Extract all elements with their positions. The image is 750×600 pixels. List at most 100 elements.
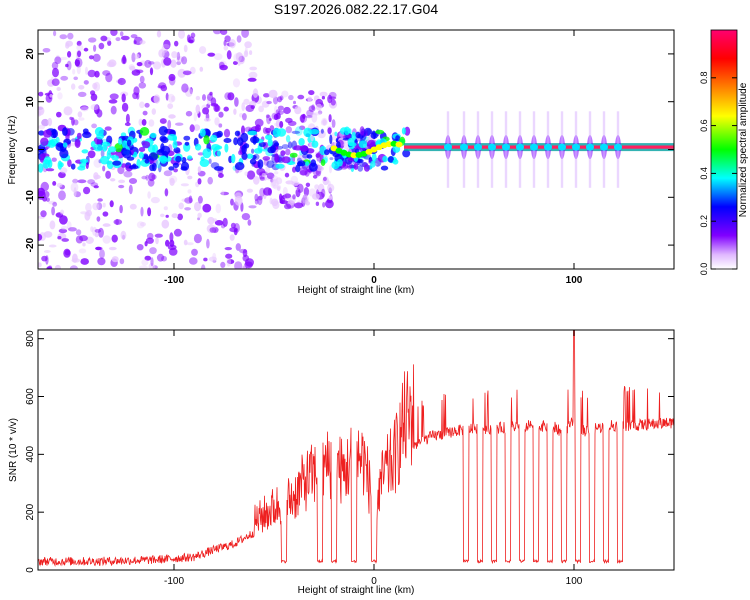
spectrogram-x-label: Height of straight line (km): [298, 285, 415, 296]
spectrogram-blob: [88, 37, 97, 43]
spectrogram-core-blob: [118, 138, 123, 145]
spectrogram-blob: [315, 201, 320, 206]
spectrogram-blob: [178, 202, 184, 210]
x-tick-label: 0: [371, 275, 377, 286]
spectrogram-blob: [115, 37, 121, 42]
y-tick-label: -20: [25, 237, 36, 252]
spectrogram-core-blob: [70, 163, 76, 170]
spectrogram-core-blob: [280, 150, 286, 156]
burst-core: [572, 143, 580, 151]
spectrogram-core-blob: [102, 144, 108, 152]
spectrogram-blob: [59, 34, 68, 40]
spectrogram-blob: [233, 108, 237, 115]
spectrogram-blob: [90, 93, 98, 102]
burst-core: [460, 143, 468, 151]
spectrogram-core-blob: [253, 148, 263, 154]
snr-panel: -100 0 100 0 200 400 600 800 Height of straigh…: [8, 329, 675, 596]
spectrogram-blob: [83, 80, 89, 85]
spectrogram-core-blob: [297, 161, 303, 167]
spectrogram-blob: [105, 72, 113, 83]
spectrogram-blob: [136, 244, 144, 251]
spectrogram-blob: [241, 213, 251, 221]
spectrogram-core-blob: [247, 130, 258, 136]
spectrogram-core-blob: [357, 158, 364, 164]
spectrogram-blob: [48, 200, 57, 205]
spectrogram-core-blob: [100, 155, 110, 165]
spectrogram-blob: [182, 70, 192, 76]
spectrogram-blob: [120, 230, 127, 240]
spectrogram-blob: [277, 105, 284, 111]
spectrogram-core-blob: [216, 130, 223, 138]
spectrogram-core-blob: [289, 152, 298, 158]
spectrogram-blob: [277, 110, 284, 115]
spectrogram-core-blob: [142, 141, 151, 149]
spectrogram-blob: [98, 227, 104, 238]
spectrogram-blob: [285, 126, 292, 134]
spectrogram-blob: [202, 203, 212, 213]
y-tick-label: 20: [25, 48, 36, 60]
spectrogram-blob: [273, 184, 282, 190]
spectrogram-blob: [293, 100, 296, 105]
spectrogram-blob: [124, 122, 131, 127]
spectrogram-core-blob: [298, 138, 305, 146]
spectrogram-blob: [281, 90, 289, 98]
spectrogram-core-blob: [180, 161, 190, 171]
spectrogram-blob: [90, 182, 99, 187]
spectrogram-blob: [78, 117, 85, 121]
spectrogram-core-blob: [168, 166, 175, 171]
spectrogram-core-blob: [311, 140, 319, 148]
spectrogram-blob: [67, 159, 72, 168]
spectrogram-blob: [359, 126, 365, 136]
spectrogram-blob: [49, 220, 56, 230]
spectrogram-core-blob: [111, 155, 119, 161]
spectrogram-core-blob: [158, 126, 168, 136]
spectrogram-blob: [42, 48, 51, 53]
spectrogram-blob: [234, 195, 243, 206]
x-tick-label: 100: [566, 576, 583, 587]
spectrogram-core-blob: [331, 161, 340, 170]
spectrogram-blob: [187, 175, 193, 180]
spectrogram-core-blob: [175, 155, 182, 163]
spectrogram-blob: [170, 59, 177, 68]
spectrogram-blob: [40, 210, 47, 218]
spectrogram-core-blob: [348, 142, 357, 147]
spectrogram-core-blob: [151, 162, 157, 172]
spectrogram-blob: [197, 166, 201, 173]
spectrogram-blob: [266, 172, 275, 180]
spectrogram-blob: [294, 106, 302, 115]
spectrogram-core-blob: [55, 142, 64, 152]
spectrogram-blob: [249, 66, 258, 71]
spectrogram-core-blob: [62, 127, 68, 136]
spectrogram-blob: [129, 65, 136, 71]
spectrogram-core-blob: [234, 162, 245, 171]
spectrogram-blob: [64, 249, 71, 256]
burst-core: [502, 143, 510, 151]
spectrogram-blob: [136, 62, 143, 67]
spectrogram-blob: [241, 30, 249, 38]
spectrogram-blob: [181, 198, 190, 202]
spectrogram-blob: [46, 266, 53, 269]
spectrogram-blob: [78, 248, 87, 254]
spectrogram-blob: [247, 219, 252, 226]
spectrogram-blob: [238, 54, 246, 65]
spectrogram-blob: [223, 45, 229, 51]
spectrogram-core-blob: [202, 148, 212, 159]
spectrogram-blob: [104, 126, 112, 131]
spectrogram-blob: [163, 57, 172, 66]
spectrogram-blob: [197, 212, 202, 219]
spectrogram-blob: [266, 114, 272, 125]
spectrogram-blob: [67, 51, 72, 58]
spectrogram-blob: [274, 171, 279, 175]
spectrogram-blob: [51, 157, 57, 162]
spectrogram-blob: [86, 210, 92, 217]
spectrogram-blob: [74, 57, 83, 68]
spectrogram-blob: [80, 258, 89, 265]
spectrogram-blob: [128, 178, 138, 184]
spectrogram-blob: [147, 178, 155, 187]
spectrogram-blob: [109, 200, 114, 208]
spectrogram-blob: [208, 256, 217, 262]
spectrogram-blob: [111, 234, 118, 243]
spectrogram-blob: [241, 125, 245, 135]
x-tick-label: -100: [164, 576, 184, 587]
